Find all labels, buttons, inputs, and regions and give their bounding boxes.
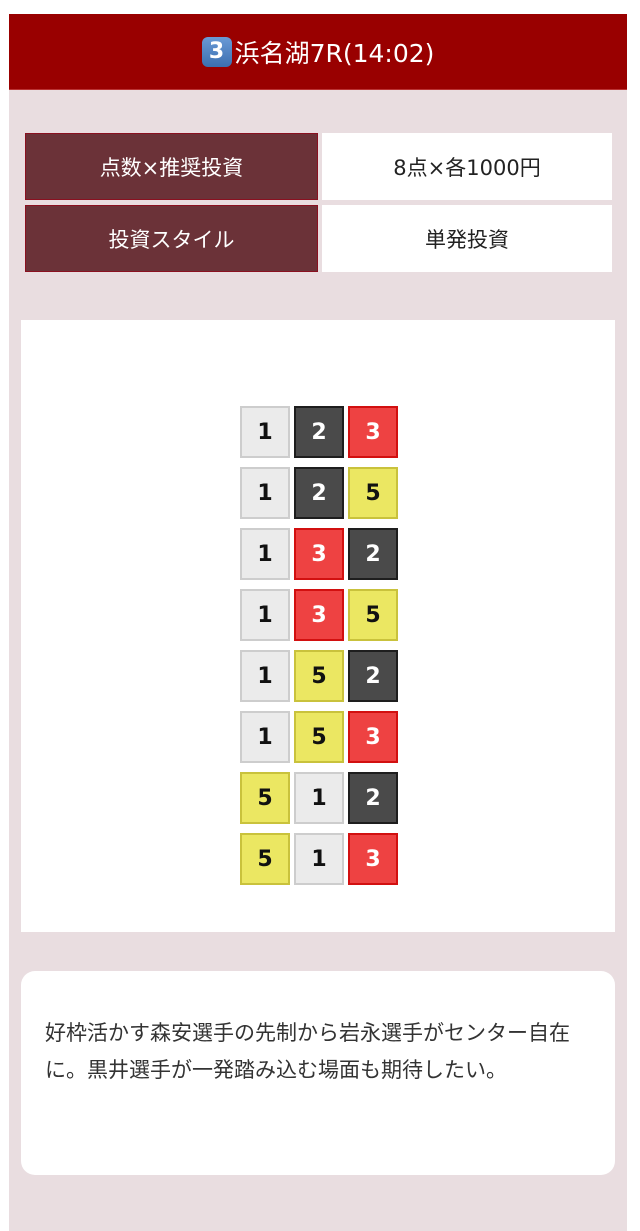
boat-number-tile: 5	[240, 772, 290, 824]
info-row-points: 点数×推奨投資 8点×各1000円	[25, 133, 612, 200]
keycap-3-icon: 3	[201, 36, 232, 67]
boat-number-tile: 3	[294, 528, 344, 580]
boat-number-tile: 1	[240, 650, 290, 702]
boat-number-tile: 2	[348, 650, 398, 702]
boat-number-tile: 5	[348, 467, 398, 519]
boat-number-tile: 2	[294, 467, 344, 519]
boat-number-tile: 5	[348, 589, 398, 641]
boat-number-tile: 1	[294, 833, 344, 885]
info-value: 8点×各1000円	[322, 133, 612, 200]
boat-number-tile: 2	[294, 406, 344, 458]
info-label: 投資スタイル	[25, 205, 318, 272]
boat-number-tile: 1	[240, 467, 290, 519]
race-title: 浜名湖7R(14:02)	[234, 38, 435, 68]
boat-number-tile: 3	[348, 711, 398, 763]
boat-number-tile: 1	[240, 406, 290, 458]
boat-number-tile: 2	[348, 772, 398, 824]
info-row-style: 投資スタイル 単発投資	[25, 205, 612, 272]
boat-number-tile: 2	[348, 528, 398, 580]
boat-number-tile: 1	[240, 711, 290, 763]
race-panel: 3 浜名湖7R(14:02) 点数×推奨投資 8点×各1000円 投資スタイル …	[9, 14, 627, 1231]
boat-number-tile: 3	[294, 589, 344, 641]
race-header: 3 浜名湖7R(14:02)	[9, 14, 627, 90]
info-label: 点数×推奨投資	[25, 133, 318, 200]
boat-number-tile: 5	[240, 833, 290, 885]
info-value: 単発投資	[322, 205, 612, 272]
boat-number-tile: 1	[294, 772, 344, 824]
race-comment: 好枠活かす森安選手の先制から岩永選手がセンター自在に。黒井選手が一発踏み込む場面…	[21, 971, 615, 1175]
boat-number-tile: 5	[294, 650, 344, 702]
boat-number-tile: 3	[348, 406, 398, 458]
boat-number-tile: 3	[348, 833, 398, 885]
boat-number-tile: 1	[240, 528, 290, 580]
boat-number-tile: 5	[294, 711, 344, 763]
boat-number-tile: 1	[240, 589, 290, 641]
